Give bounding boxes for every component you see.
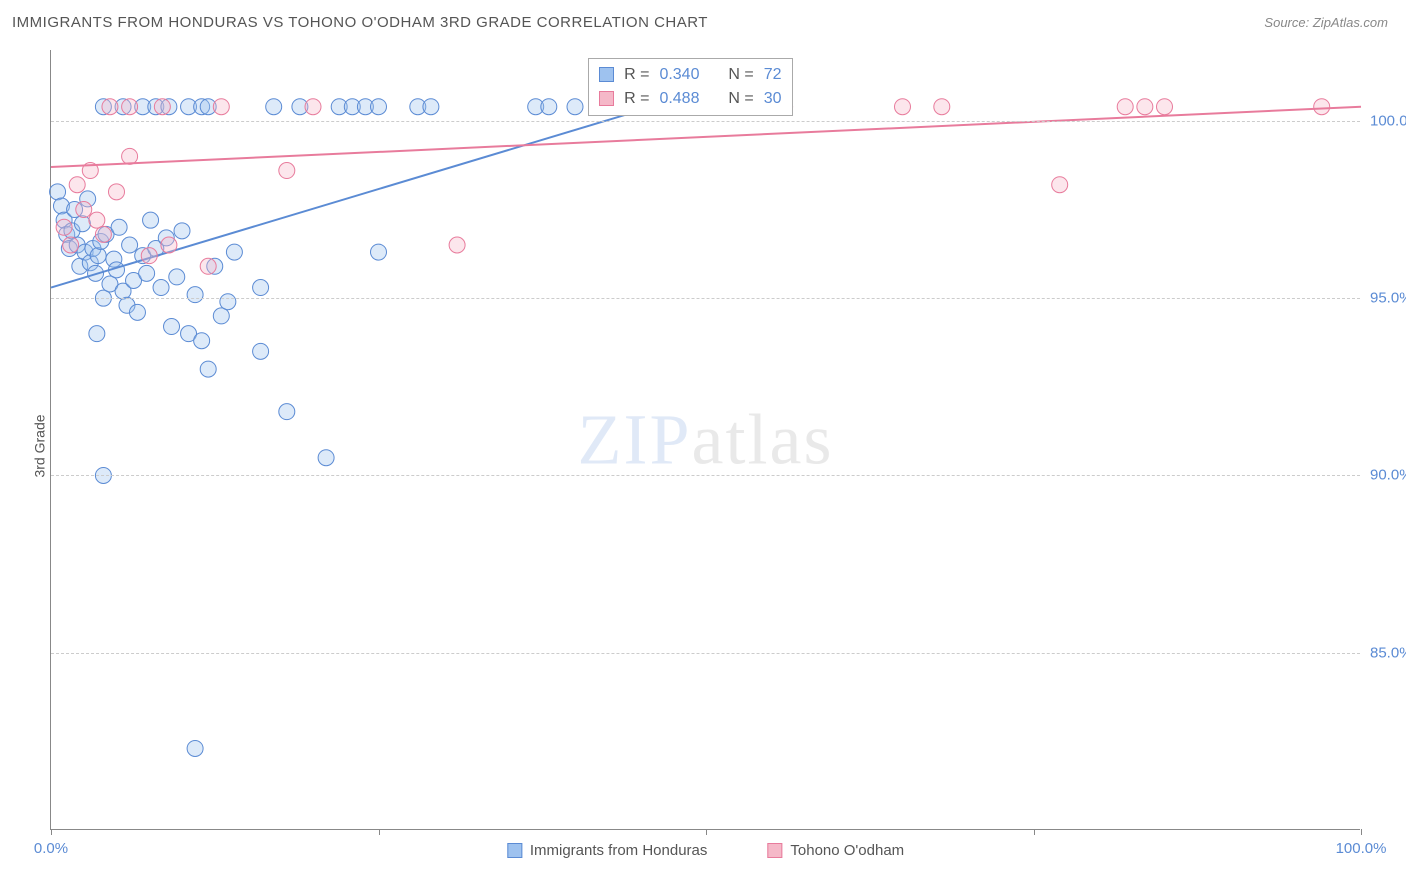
series-legend-label: Tohono O'odham (790, 842, 904, 859)
gridline-h (51, 475, 1360, 476)
chart-svg (51, 50, 1360, 829)
x-tick-mark (706, 829, 707, 835)
legend-swatch (599, 91, 614, 106)
y-tick-label: 95.0% (1370, 290, 1406, 307)
data-point (213, 308, 229, 324)
data-point (1137, 99, 1153, 115)
data-point (449, 237, 465, 253)
data-point (1157, 99, 1173, 115)
data-point (164, 319, 180, 335)
r-value: 0.488 (659, 90, 699, 108)
data-point (76, 202, 92, 218)
data-point (279, 163, 295, 179)
series-legend: Immigrants from Honduras Tohono O'odham (507, 842, 904, 859)
data-point (371, 244, 387, 260)
r-value: 0.340 (659, 66, 699, 84)
x-tick-mark (1034, 829, 1035, 835)
legend-swatch (599, 67, 614, 82)
data-point (89, 212, 105, 228)
data-point (90, 248, 106, 264)
data-point (567, 99, 583, 115)
data-point (305, 99, 321, 115)
legend-swatch (767, 843, 782, 858)
data-point (153, 280, 169, 296)
source-attribution: Source: ZipAtlas.com (1264, 15, 1388, 30)
data-point (187, 287, 203, 303)
n-value: 72 (764, 66, 782, 84)
data-point (141, 248, 157, 264)
data-point (213, 99, 229, 115)
data-point (50, 184, 66, 200)
data-point (279, 404, 295, 420)
data-point (226, 244, 242, 260)
r-label: R = (624, 90, 649, 108)
data-point (89, 326, 105, 342)
data-point (371, 99, 387, 115)
data-point (194, 333, 210, 349)
data-point (200, 258, 216, 274)
x-tick-label: 0.0% (34, 840, 68, 857)
r-label: R = (624, 66, 649, 84)
data-point (253, 343, 269, 359)
data-point (95, 226, 111, 242)
data-point (122, 237, 138, 253)
y-axis-label: 3rd Grade (32, 414, 48, 477)
x-tick-mark (51, 829, 52, 835)
data-point (111, 219, 127, 235)
legend-swatch (507, 843, 522, 858)
data-point (541, 99, 557, 115)
data-point (143, 212, 159, 228)
data-point (895, 99, 911, 115)
data-point (187, 740, 203, 756)
data-point (220, 294, 236, 310)
series-legend-item: Immigrants from Honduras (507, 842, 708, 859)
data-point (102, 99, 118, 115)
gridline-h (51, 653, 1360, 654)
data-point (69, 177, 85, 193)
data-point (253, 280, 269, 296)
data-point (154, 99, 170, 115)
header-bar: IMMIGRANTS FROM HONDURAS VS TOHONO O'ODH… (0, 0, 1406, 44)
chart-title: IMMIGRANTS FROM HONDURAS VS TOHONO O'ODH… (12, 14, 708, 31)
data-point (1117, 99, 1133, 115)
data-point (169, 269, 185, 285)
data-point (122, 148, 138, 164)
data-point (122, 99, 138, 115)
data-point (423, 99, 439, 115)
y-tick-label: 85.0% (1370, 644, 1406, 661)
x-tick-mark (1361, 829, 1362, 835)
n-value: 30 (764, 90, 782, 108)
y-tick-label: 90.0% (1370, 467, 1406, 484)
data-point (934, 99, 950, 115)
legend-row: R = 0.340 N = 72 (599, 63, 781, 87)
x-tick-mark (379, 829, 380, 835)
x-tick-label: 100.0% (1336, 840, 1387, 857)
data-point (129, 304, 145, 320)
plot-area: ZIPatlas R =0.340 N =72R =0.488 N =30 Im… (50, 50, 1360, 830)
data-point (74, 216, 90, 232)
data-point (266, 99, 282, 115)
n-label: N = (728, 90, 753, 108)
data-point (318, 450, 334, 466)
data-point (63, 237, 79, 253)
correlation-legend: R = 0.340 N = 72 R = 0.488 N = 30 (588, 58, 792, 116)
series-legend-label: Immigrants from Honduras (530, 842, 708, 859)
trend-line (51, 110, 641, 287)
data-point (1314, 99, 1330, 115)
data-point (56, 219, 72, 235)
data-point (200, 361, 216, 377)
data-point (174, 223, 190, 239)
n-label: N = (728, 66, 753, 84)
gridline-h (51, 121, 1360, 122)
data-point (1052, 177, 1068, 193)
data-point (161, 237, 177, 253)
legend-row: R = 0.488 N = 30 (599, 87, 781, 111)
data-point (139, 265, 155, 281)
gridline-h (51, 298, 1360, 299)
data-point (109, 184, 125, 200)
y-tick-label: 100.0% (1370, 112, 1406, 129)
series-legend-item: Tohono O'odham (767, 842, 904, 859)
